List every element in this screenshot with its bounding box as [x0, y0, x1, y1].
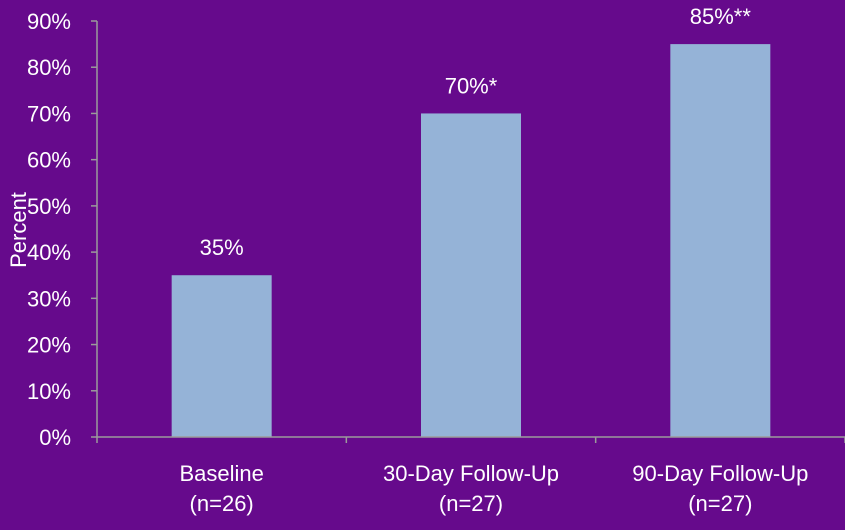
x-tick-label-sub: (n=27) [688, 491, 752, 516]
y-tick-label: 20% [27, 333, 71, 358]
y-tick-label: 10% [27, 379, 71, 404]
y-tick-label: 60% [27, 148, 71, 173]
x-tick-label-sub: (n=27) [439, 491, 503, 516]
y-tick-label: 70% [27, 101, 71, 126]
x-tick-label: 90-Day Follow-Up [632, 461, 808, 486]
y-tick-label: 30% [27, 286, 71, 311]
data-label: 35% [200, 235, 244, 260]
data-label: 85%** [690, 4, 752, 29]
y-axis-label: Percent [6, 192, 31, 268]
data-labels: 35% 70%* 85%** [200, 4, 752, 260]
bars [171, 44, 771, 437]
y-tick-label: 0% [39, 425, 71, 450]
x-axis-ticks: Baseline (n=26) 30-Day Follow-Up (n=27) 90-D… [96, 437, 845, 516]
bar [171, 275, 272, 437]
x-tick-label: Baseline [179, 461, 263, 486]
y-tick-label: 50% [27, 194, 71, 219]
x-tick-label-sub: (n=26) [190, 491, 254, 516]
y-tick-label: 40% [27, 240, 71, 265]
x-tick-label: 30-Day Follow-Up [383, 461, 559, 486]
y-axis-ticks: 0% 10% 20% 30% 40% 50% 60% 70% 80% 90% [27, 9, 97, 450]
bar [670, 44, 771, 437]
data-label: 70%* [445, 73, 498, 98]
y-tick-label: 80% [27, 55, 71, 80]
y-tick-label: 90% [27, 9, 71, 34]
bar [421, 113, 521, 437]
